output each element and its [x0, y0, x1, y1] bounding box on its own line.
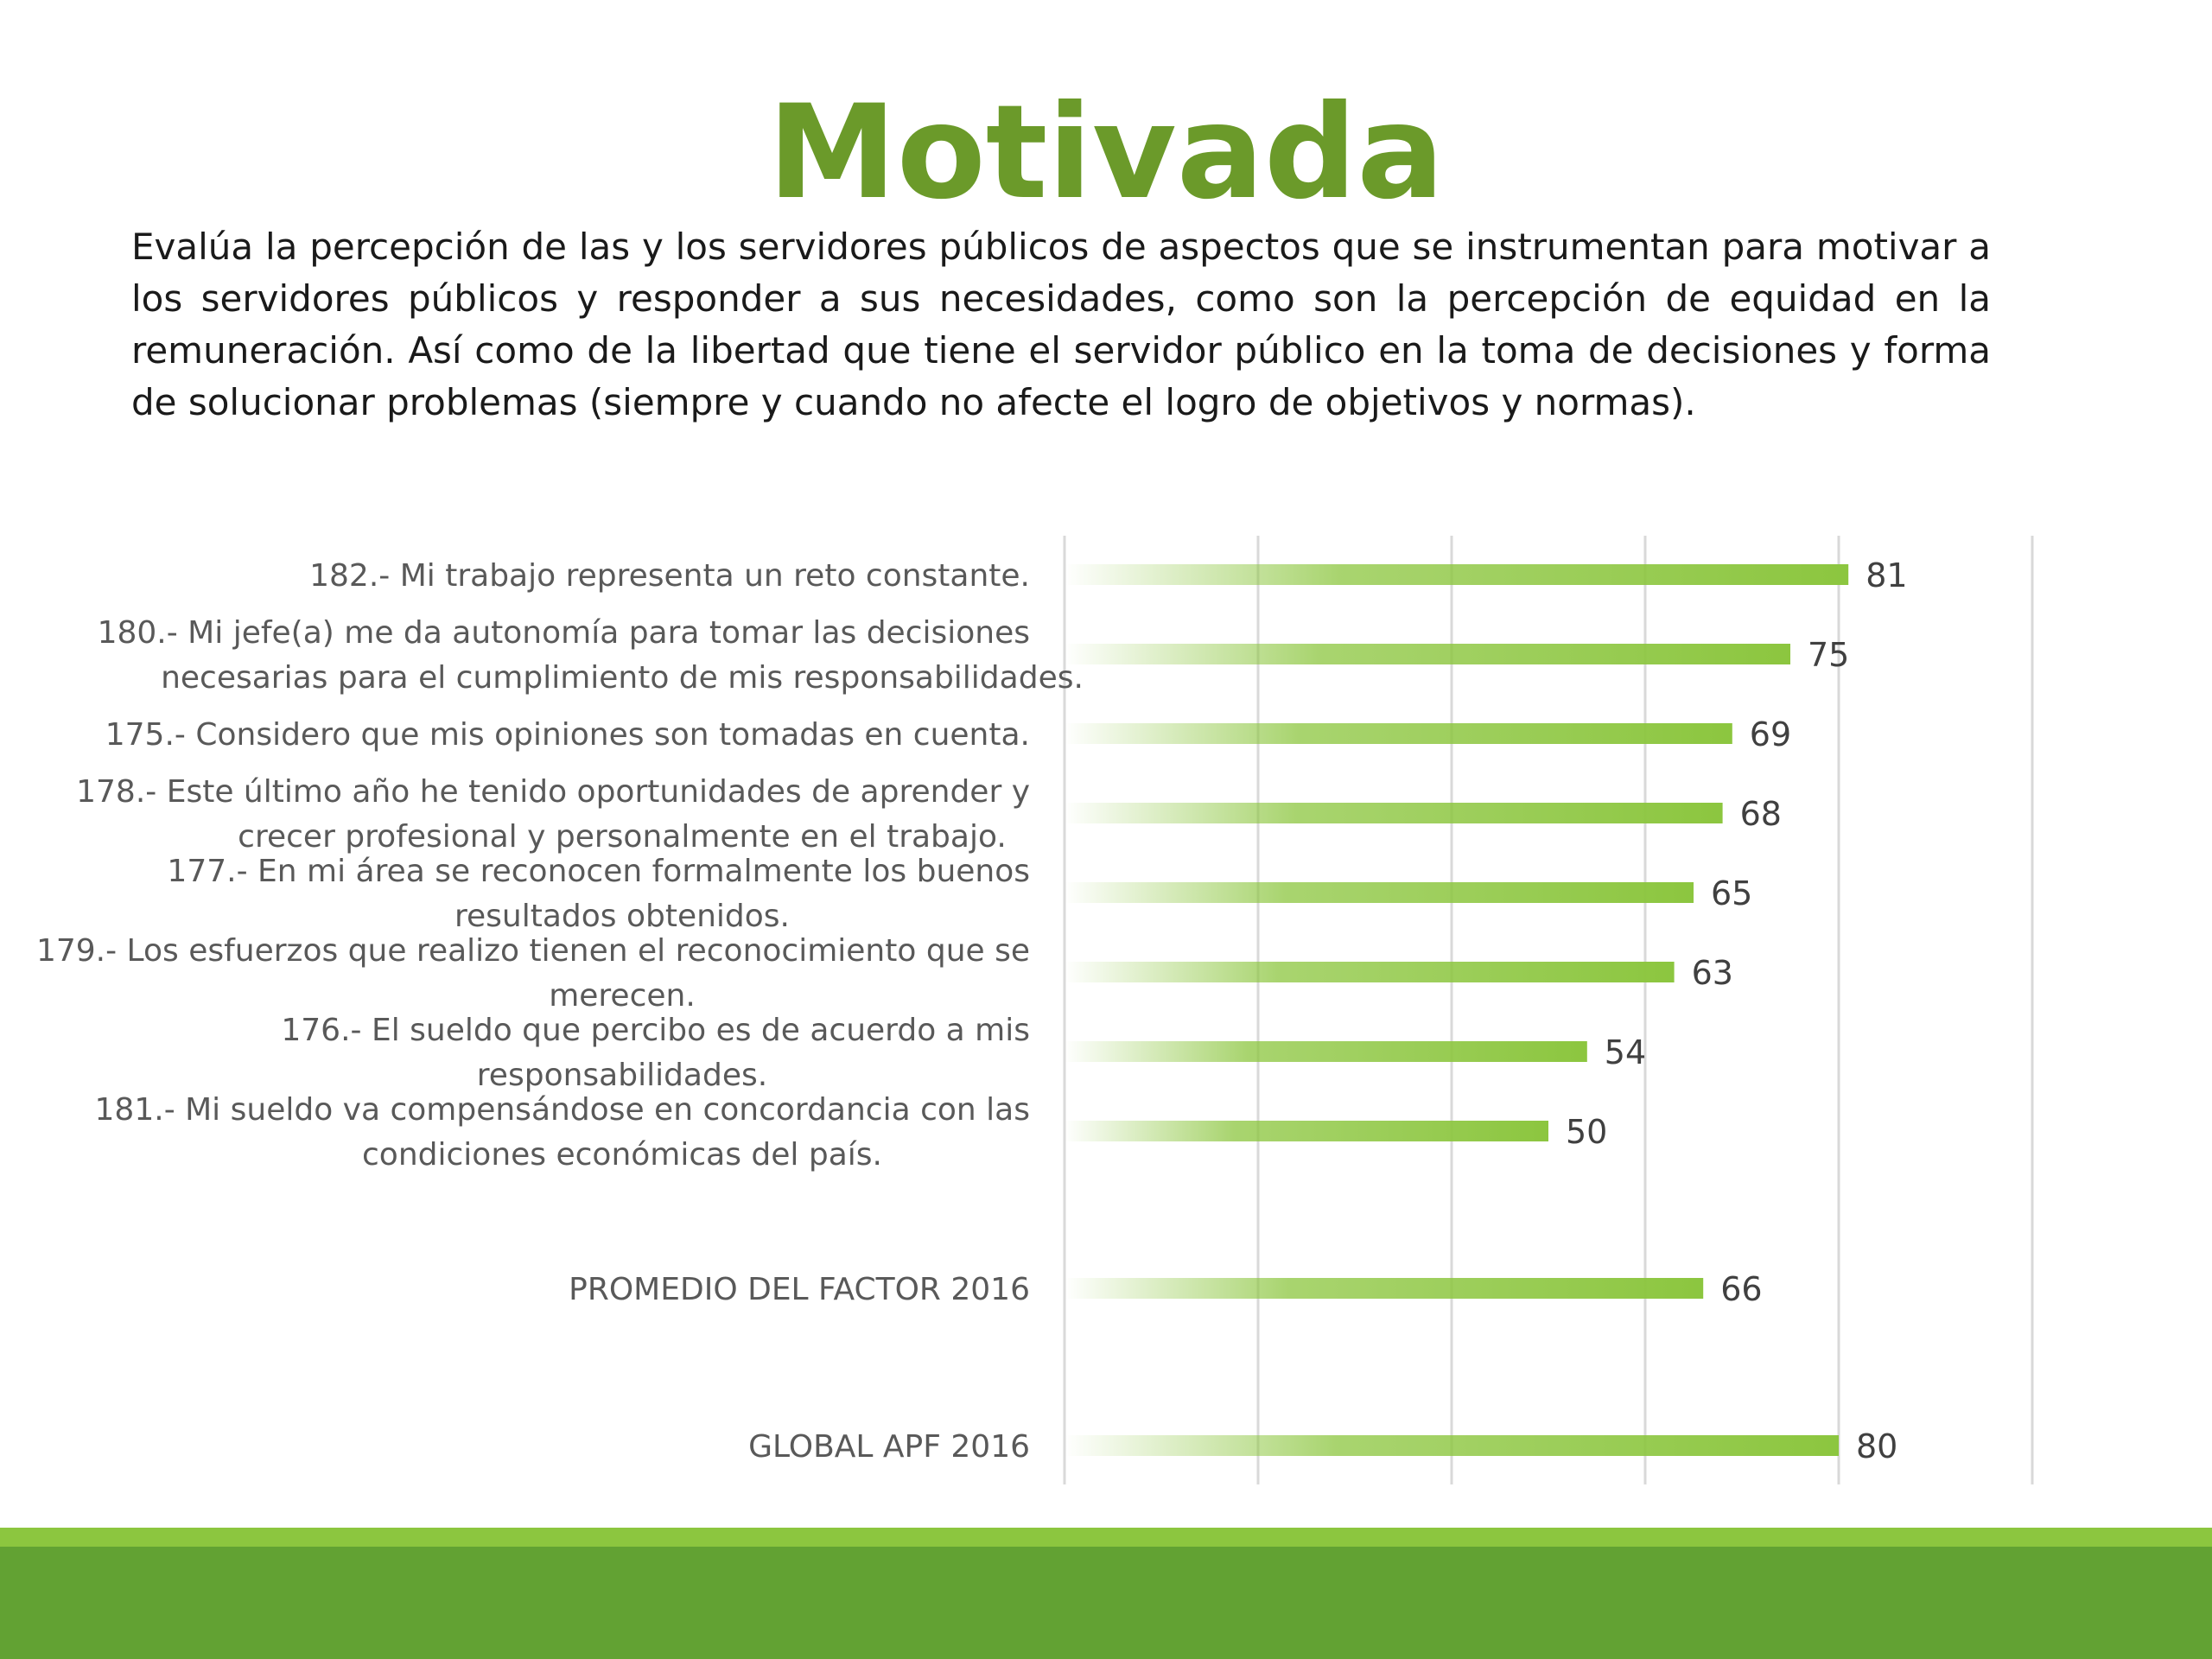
- bar-value-label-4: 65: [1711, 874, 1752, 912]
- bar-7: [1065, 1121, 1548, 1141]
- bar-1: [1065, 644, 1790, 664]
- bar-5: [1065, 962, 1675, 982]
- category-label-1-line-1: necesarias para el cumplimiento de mis r…: [161, 660, 1084, 696]
- category-label-6-line-1: responsabilidades.: [477, 1058, 767, 1093]
- category-label-3-line-1: crecer profesional y personalmente en el…: [238, 819, 1007, 855]
- bar-value-label-5: 63: [1692, 954, 1733, 992]
- bar-8: [1065, 1278, 1704, 1299]
- bar-value-label-2: 69: [1750, 715, 1791, 753]
- category-label-6-line-0: 176.- El sueldo que percibo es de acuerd…: [281, 1013, 1030, 1048]
- category-label-1-line-0: 180.- Mi jefe(a) me da autonomía para to…: [98, 615, 1030, 651]
- horizontal-bar-chart: 81 182.- Mi trabajo representa un reto co…: [36, 536, 2034, 1484]
- category-label-5-line-0: 179.- Los esfuerzos que realizo tienen e…: [36, 933, 1030, 969]
- footer-band-dark: [0, 1547, 2212, 1659]
- bar-value-label-8: 66: [1720, 1270, 1762, 1308]
- bar-4: [1065, 882, 1694, 903]
- bar-value-label-3: 68: [1740, 795, 1782, 833]
- category-label-7-line-0: 181.- Mi sueldo va compensándose en conc…: [95, 1092, 1030, 1128]
- category-label-4-line-1: resultados obtenidos.: [454, 899, 790, 934]
- category-label-8-line-0: PROMEDIO DEL FACTOR 2016: [569, 1272, 1030, 1307]
- bar-value-label-6: 54: [1605, 1033, 1646, 1071]
- bar-value-label-0: 81: [1866, 556, 1907, 594]
- bar-3: [1065, 803, 1723, 823]
- bar-9: [1065, 1435, 1839, 1456]
- bar-6: [1065, 1041, 1587, 1062]
- category-label-2-line-0: 175.- Considero que mis opiniones son to…: [105, 717, 1030, 753]
- category-label-3-line-0: 178.- Este último año he tenido oportuni…: [76, 774, 1030, 810]
- bar-value-label-1: 75: [1808, 636, 1849, 674]
- category-label-0-line-0: 182.- Mi trabajo representa un reto cons…: [309, 558, 1030, 594]
- category-label-4-line-0: 177.- En mi área se reconocen formalment…: [167, 854, 1030, 889]
- footer-band-light: [0, 1528, 2212, 1547]
- slide-title: Motivada: [767, 78, 1445, 228]
- category-label-9-line-0: GLOBAL APF 2016: [748, 1429, 1030, 1465]
- slide-description: Evalúa la percepción de las y los servid…: [131, 226, 1991, 423]
- bar-0: [1065, 564, 1849, 585]
- bar-value-label-9: 80: [1856, 1427, 1897, 1465]
- bar-2: [1065, 723, 1732, 744]
- category-label-5-line-1: merecen.: [549, 978, 696, 1014]
- category-label-7-line-1: condiciones económicas del país.: [362, 1137, 882, 1173]
- bar-value-label-7: 50: [1566, 1113, 1607, 1151]
